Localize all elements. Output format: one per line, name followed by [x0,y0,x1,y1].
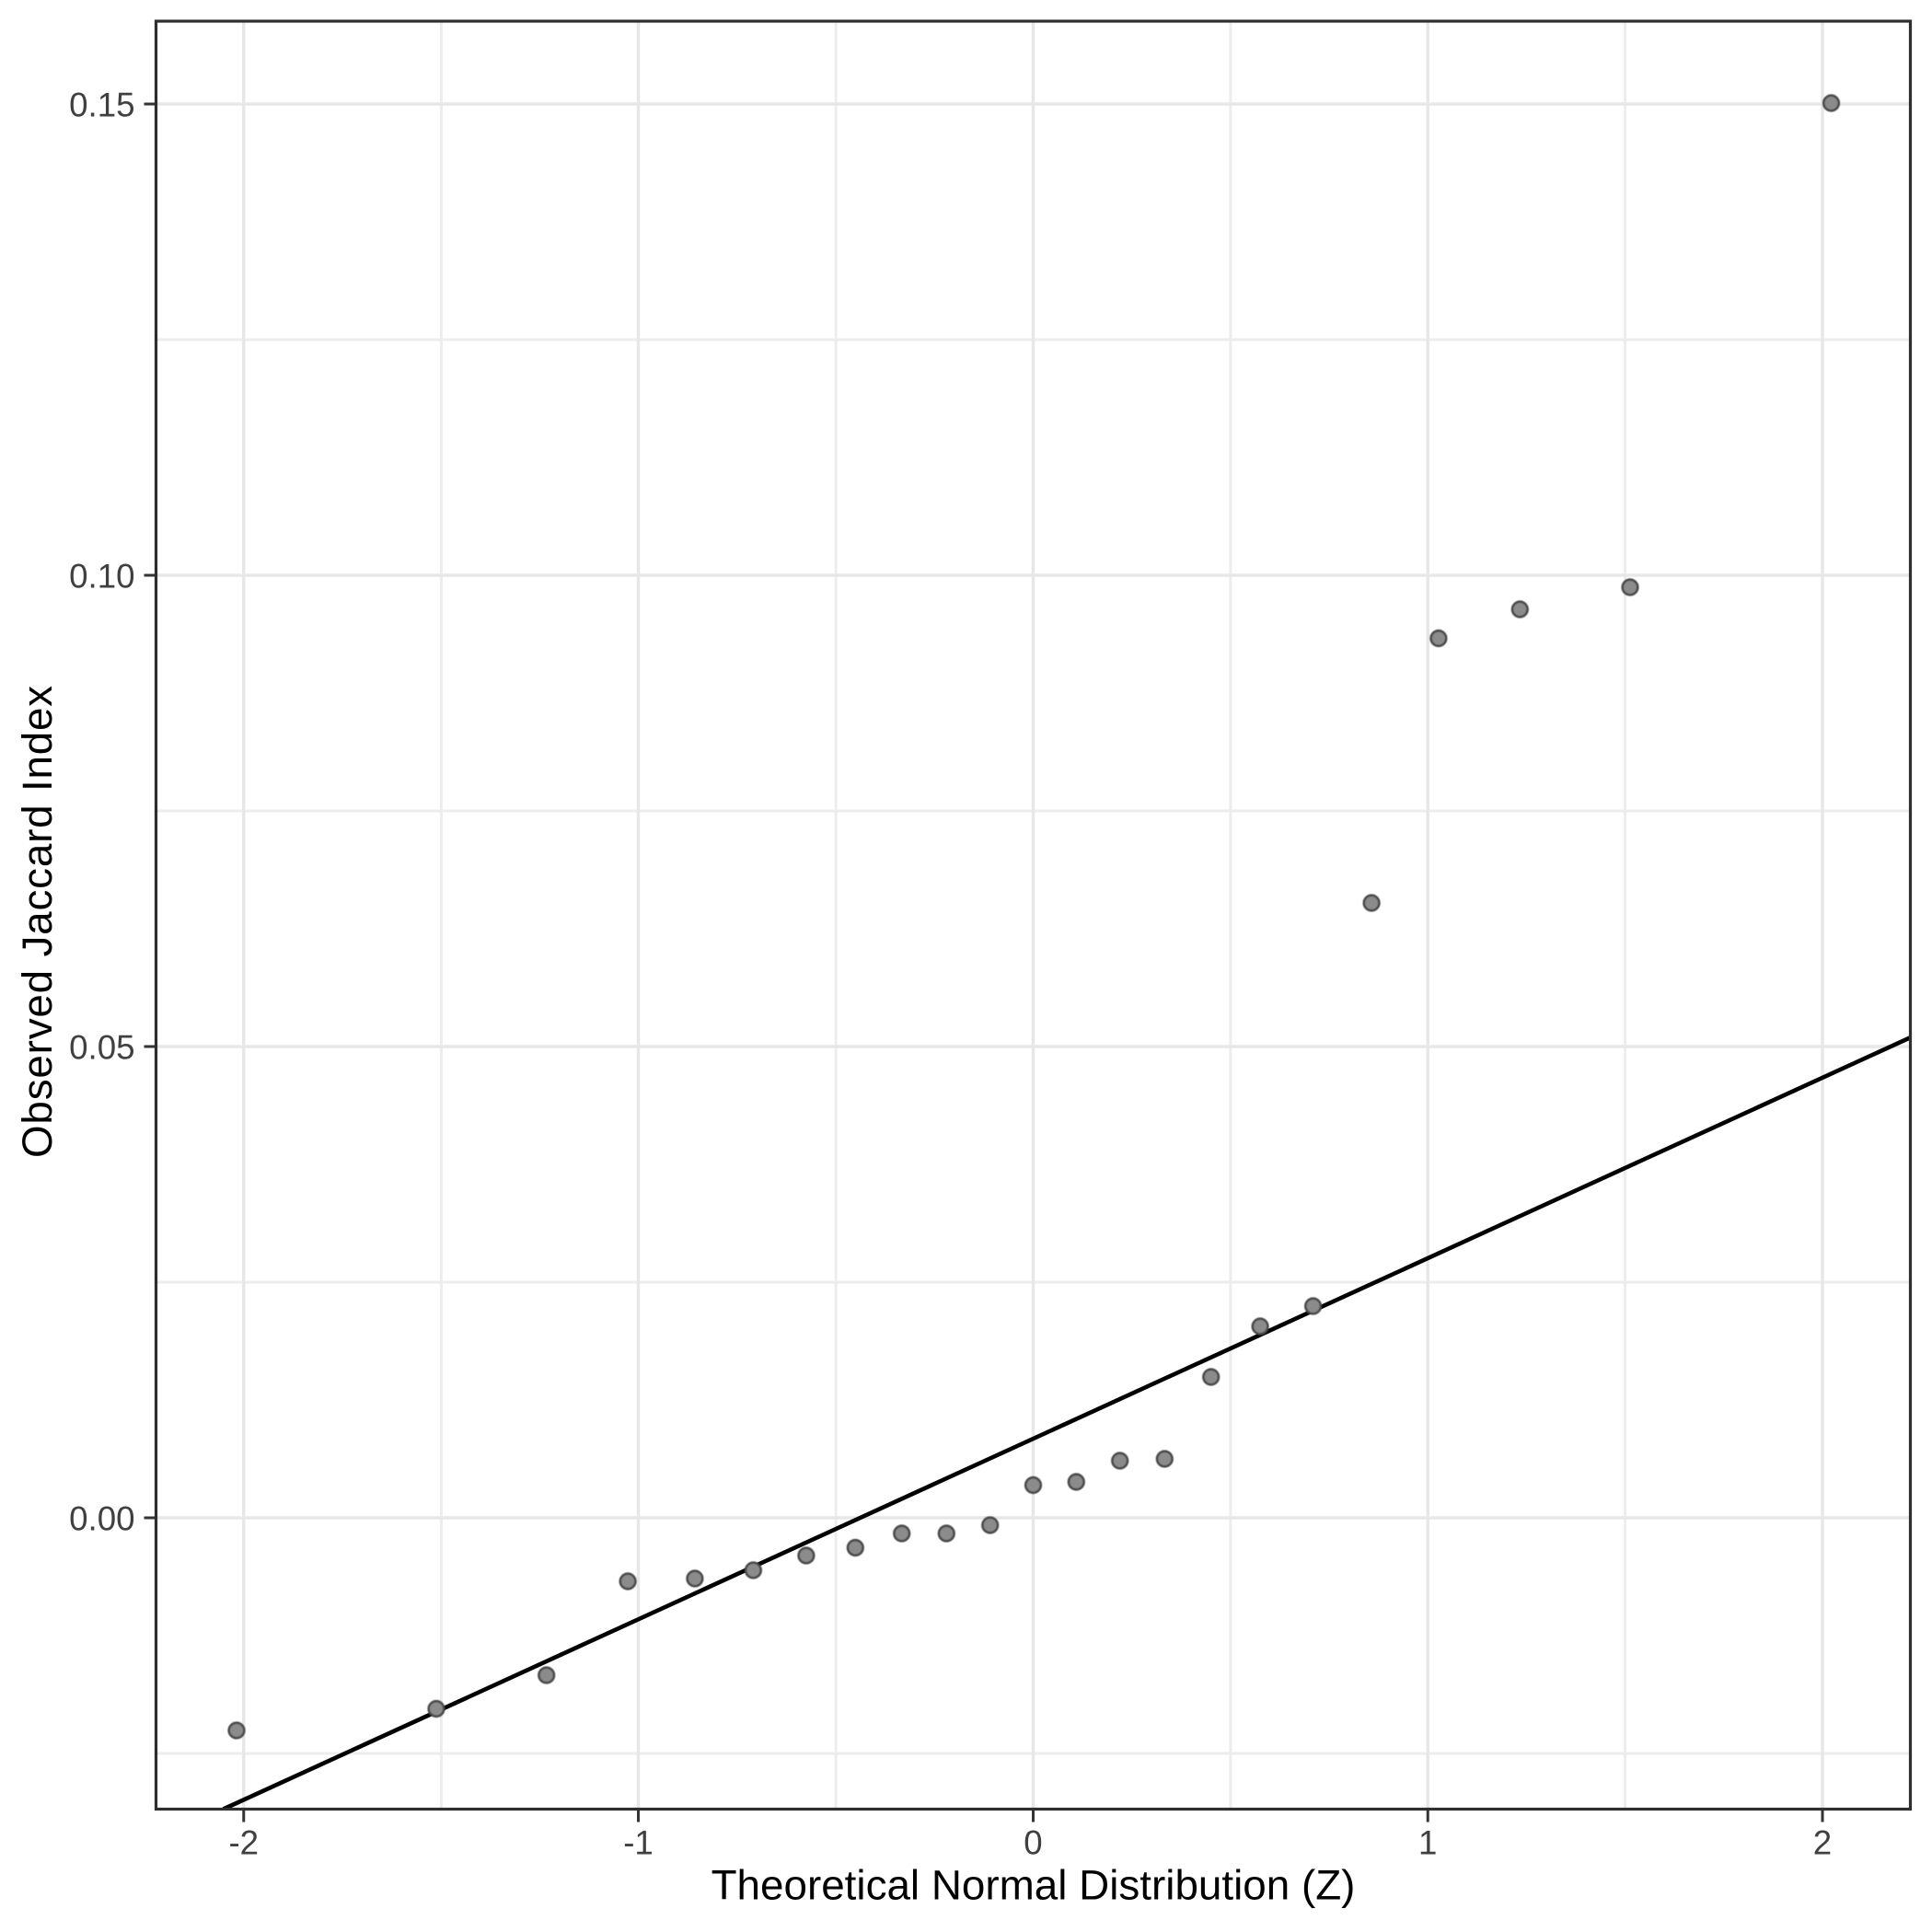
svg-text:1: 1 [1418,1824,1437,1862]
svg-text:0.10: 0.10 [69,558,134,596]
svg-text:0: 0 [1024,1824,1042,1862]
svg-text:Observed Jaccard Index: Observed Jaccard Index [14,685,61,1158]
svg-text:0.15: 0.15 [69,87,134,124]
svg-text:Theoretical Normal Distributio: Theoretical Normal Distribution (Z) [711,1862,1356,1909]
svg-text:2: 2 [1813,1824,1832,1862]
svg-text:0.00: 0.00 [69,1500,134,1538]
svg-text:-2: -2 [228,1824,259,1862]
svg-text:-1: -1 [623,1824,654,1862]
svg-text:0.05: 0.05 [69,1029,134,1067]
